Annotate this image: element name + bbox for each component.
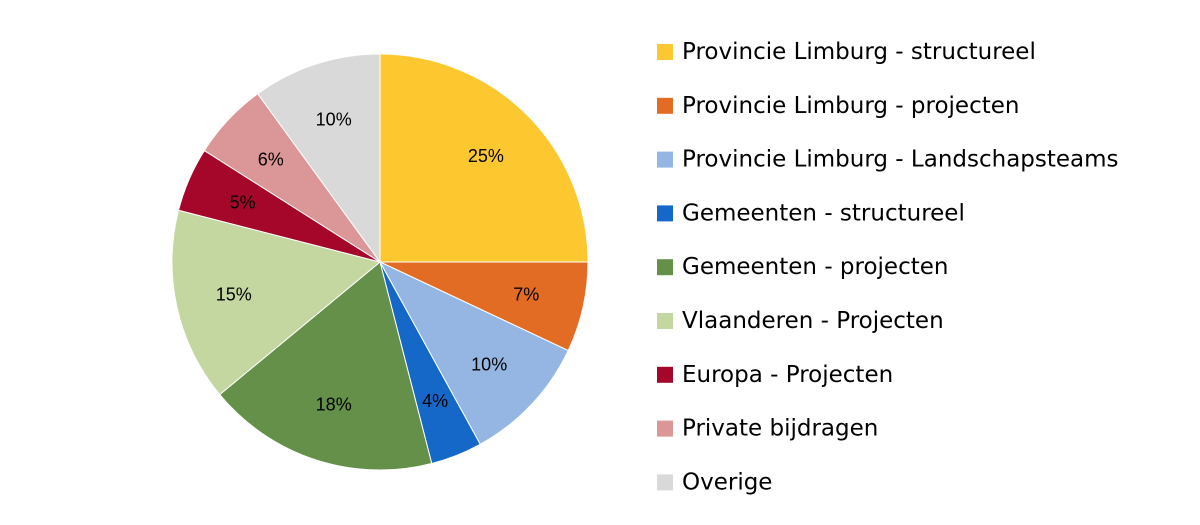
slice-label: 4%: [422, 391, 448, 411]
legend-entry: Provincie Limburg - projecten: [657, 93, 1019, 119]
legend-entry: Private bijdragen: [657, 416, 878, 442]
legend-label: Europa - Projecten: [682, 362, 893, 388]
legend-entry: Gemeenten - projecten: [657, 254, 948, 280]
slice-label: 15%: [216, 285, 252, 305]
pie-slice: [379, 53, 589, 263]
legend-swatch: [657, 313, 673, 329]
slice-label: 10%: [471, 355, 507, 375]
legend-entry: Provincie Limburg - structureel: [657, 39, 1036, 65]
slice-label: 18%: [316, 394, 352, 414]
legend-swatch: [657, 259, 673, 276]
legend-entry: Vlaanderen - Projecten: [657, 308, 944, 334]
legend-label: Private bijdragen: [682, 416, 878, 442]
legend-swatch: [657, 474, 673, 491]
legend-swatch: [657, 97, 673, 114]
legend-label: Provincie Limburg - projecten: [682, 93, 1019, 119]
legend-entry: Overige: [657, 469, 772, 495]
legend-entry: Gemeenten - structureel: [657, 200, 965, 226]
legend-swatch: [657, 420, 673, 437]
legend-label: Provincie Limburg - structureel: [682, 39, 1036, 65]
pie-slices: [171, 53, 589, 471]
pie-slice: [257, 53, 381, 264]
legend-entry: Europa - Projecten: [657, 362, 893, 388]
slice-label: 6%: [258, 150, 284, 170]
legend-entry: Provincie Limburg - Landschapsteams: [657, 147, 1119, 173]
slice-label: 5%: [230, 193, 256, 213]
legend-swatch: [657, 151, 673, 168]
legend-label: Provincie Limburg - Landschapsteams: [682, 147, 1119, 173]
pie-slice: [219, 261, 433, 471]
legend-label: Gemeenten - projecten: [682, 254, 948, 280]
pie-slice: [378, 260, 569, 445]
legend: Provincie Limburg - structureel Provincie…: [657, 39, 1119, 495]
legend-label: Overige: [682, 469, 772, 495]
legend-label: Gemeenten - structureel: [682, 200, 965, 226]
slice-label: 25%: [468, 146, 504, 166]
legend-swatch: [657, 44, 673, 60]
slice-label: 10%: [316, 110, 352, 130]
slice-label: 7%: [513, 285, 539, 305]
pie-slice-labels: 25% 7% 10% 4% 18% 15% 5% 6% 10%: [216, 110, 539, 415]
pie-slice: [171, 209, 382, 396]
legend-swatch: [657, 205, 673, 222]
legend-label: Vlaanderen - Projecten: [682, 308, 944, 334]
legend-swatch: [657, 366, 673, 383]
